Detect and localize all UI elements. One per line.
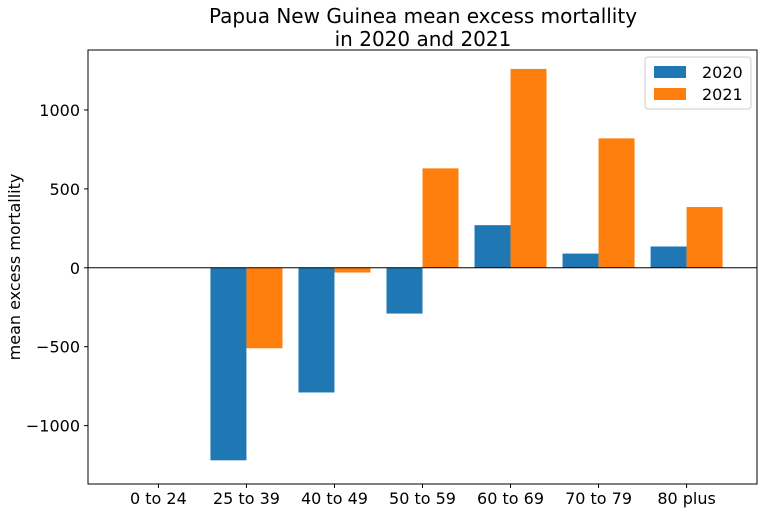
y-axis: −1000 −500 0 500 1000 (26, 101, 88, 436)
y-tick-label: −1000 (26, 417, 80, 436)
bar-2020-50-to-59 (386, 267, 423, 314)
y-tick-label: −500 (36, 338, 80, 357)
chart-title: Papua New Guinea mean excess mortallity (209, 4, 637, 28)
legend-label-2020: 2020 (702, 63, 743, 82)
bar-2021-60-to-69 (510, 68, 547, 268)
x-tick-label: 80 plus (657, 489, 716, 508)
bar-2020-60-to-69 (474, 225, 511, 268)
bar-2020-80-plus (650, 246, 687, 268)
y-tick-label: 0 (70, 259, 80, 278)
y-tick-label: 500 (49, 180, 80, 199)
bars-group (210, 68, 723, 461)
x-tick-label: 0 to 24 (130, 489, 187, 508)
legend-swatch-2020 (654, 66, 686, 78)
x-tick-label: 70 to 79 (565, 489, 632, 508)
x-tick-label: 40 to 49 (301, 489, 368, 508)
bar-2021-50-to-59 (422, 168, 459, 268)
x-axis: 0 to 24 25 to 39 40 to 49 50 to 59 60 to 69 7… (130, 484, 716, 508)
legend: 2020 2021 (644, 56, 752, 110)
bar-2021-80-plus (686, 207, 723, 268)
y-tick-label: 1000 (39, 101, 80, 120)
bar-2020-25-to-39 (210, 267, 247, 461)
x-tick-label: 60 to 69 (477, 489, 544, 508)
legend-label-2021: 2021 (702, 85, 743, 104)
y-axis-label: mean excess mortallity (5, 174, 24, 361)
bar-2020-40-to-49 (298, 267, 335, 393)
bar-2021-40-to-49 (334, 267, 371, 273)
bar-2020-70-to-79 (562, 253, 599, 268)
x-tick-label: 50 to 59 (389, 489, 456, 508)
bar-2021-70-to-79 (598, 138, 635, 268)
x-tick-label: 25 to 39 (213, 489, 280, 508)
bar-2021-25-to-39 (246, 267, 283, 349)
chart-subtitle: in 2020 and 2021 (335, 27, 512, 51)
legend-swatch-2021 (654, 88, 686, 100)
